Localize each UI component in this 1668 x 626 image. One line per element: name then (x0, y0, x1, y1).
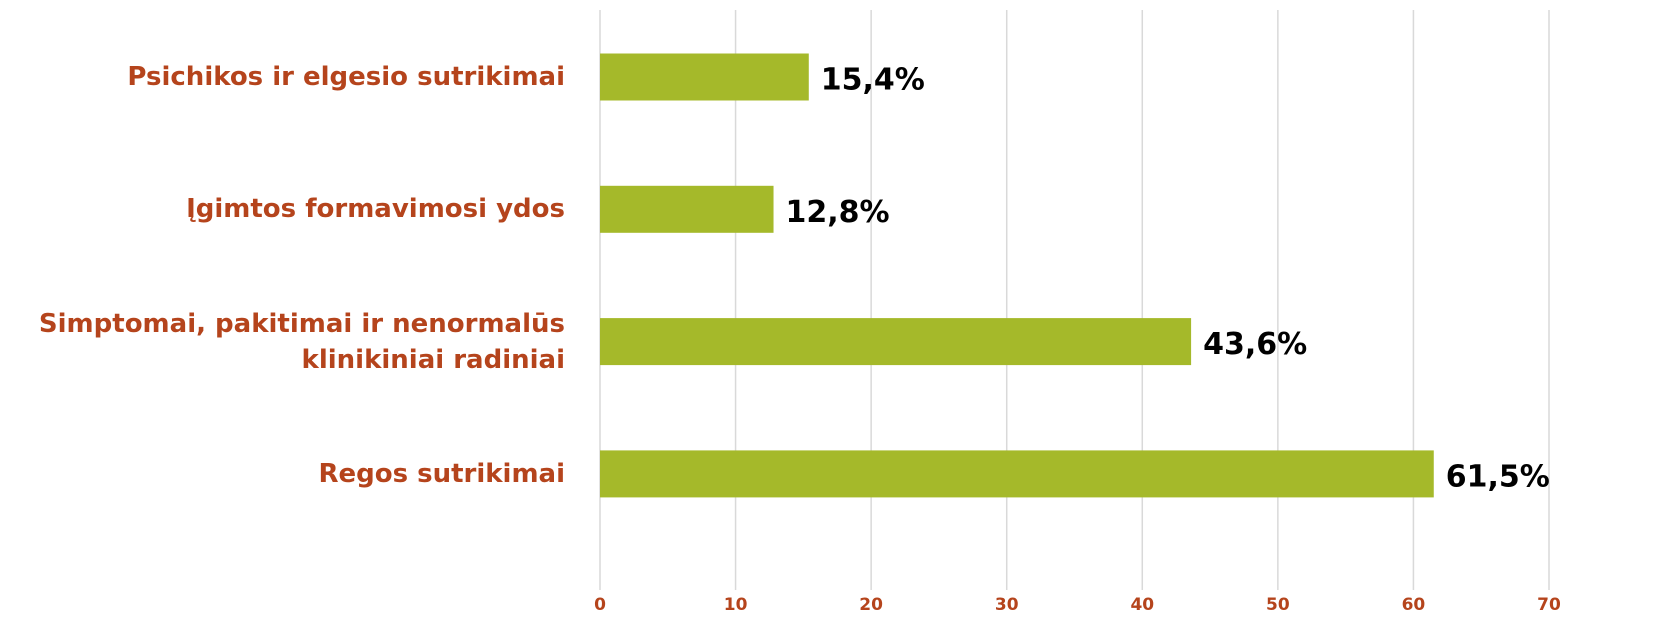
value-label: 15,4% (821, 63, 925, 98)
x-tick-label: 50 (1266, 595, 1290, 615)
x-tick-label: 70 (1537, 595, 1561, 615)
x-tick-label: 60 (1402, 595, 1426, 615)
value-label: 61,5% (1446, 459, 1550, 494)
bar (600, 318, 1192, 366)
y-tick-label: Įgimtos formavimosi ydos (186, 194, 565, 225)
y-tick-label: Psichikos ir elgesio sutrikimai (127, 62, 565, 92)
y-tick-label: Regos sutrikimai (318, 458, 565, 489)
x-tick-label: 30 (995, 595, 1019, 615)
value-label: 12,8% (786, 195, 890, 230)
bar (600, 53, 809, 101)
x-tick-label: 20 (859, 595, 883, 615)
bar (600, 185, 774, 233)
x-tick-label: 10 (724, 595, 748, 615)
y-tick-label: Simptomai, pakitimai ir nenormalūs klini… (38, 308, 565, 375)
x-tick-label: 40 (1130, 595, 1154, 615)
x-tick-label: 0 (594, 595, 606, 615)
value-label: 43,6% (1203, 327, 1307, 362)
bar (600, 450, 1434, 498)
